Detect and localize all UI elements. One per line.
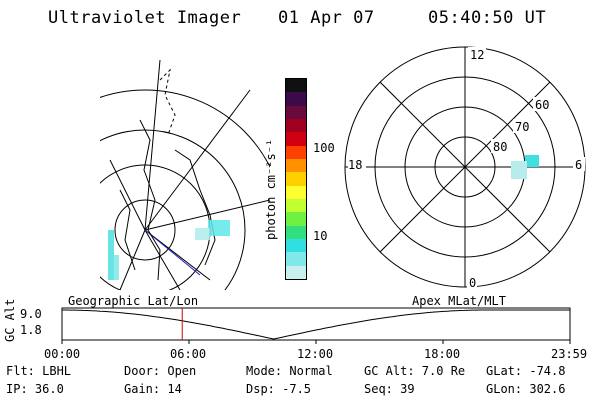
map-meridian xyxy=(109,159,146,231)
colorbar-segment xyxy=(286,212,306,226)
coastline xyxy=(139,119,161,281)
colorbar-segment xyxy=(286,79,306,93)
map-meridian xyxy=(144,229,181,290)
colorbar-segment xyxy=(286,118,306,133)
timeline-plot xyxy=(61,307,571,344)
map-lat-circle xyxy=(100,89,270,169)
colorbar-segment xyxy=(286,105,306,119)
colorbar-segment xyxy=(286,172,306,186)
info-door: Door: Open xyxy=(124,364,197,378)
coastline xyxy=(119,189,136,271)
coastline xyxy=(174,149,216,266)
colorbar-segment xyxy=(286,238,306,253)
colorbar-segment xyxy=(286,132,306,146)
polar-diagonal xyxy=(379,81,551,253)
colorbar-segment xyxy=(286,198,306,213)
timeline-ytick-bottom: 1.8 xyxy=(20,323,42,337)
colorbar-segment xyxy=(286,92,306,106)
info-glon: GLon: 302.6 xyxy=(486,382,566,396)
polar-label-0: 0 xyxy=(469,276,476,289)
map-meridian xyxy=(144,199,270,231)
map-meridian xyxy=(144,59,161,231)
colorbar-tick-100: 100 xyxy=(313,141,335,155)
colorbar-segment xyxy=(286,252,306,266)
instrument-title: Ultraviolet Imager xyxy=(48,8,242,28)
polar-aurora-emission xyxy=(525,155,539,167)
polar-lat-70: 70 xyxy=(515,120,529,134)
map-track-line xyxy=(144,229,201,276)
info-glat: GLat: -74.8 xyxy=(486,364,566,378)
polar-lat-80: 80 xyxy=(493,140,507,154)
colorbar-segment xyxy=(286,145,306,159)
polar-label-12: 12 xyxy=(470,48,484,62)
colorbar-segment xyxy=(286,225,306,239)
timeline-xtick-0: 00:00 xyxy=(44,347,81,361)
colorbar-segment xyxy=(286,265,306,279)
polar-plot: 12 18 6 0 60 70 80 xyxy=(344,46,586,289)
colorbar xyxy=(285,78,307,280)
polar-lat-60: 60 xyxy=(535,98,549,112)
polar-label-18: 18 xyxy=(348,158,362,172)
colorbar-segment xyxy=(286,158,306,173)
timeline-xtick-2: 12:00 xyxy=(297,347,334,361)
info-gain: Gain: 14 xyxy=(124,382,182,396)
map-meridian xyxy=(119,229,146,290)
info-dsp: Dsp: -7.5 xyxy=(246,382,312,396)
polar-label-6: 6 xyxy=(575,158,582,172)
colorbar-unit-label: photon cm⁻²s⁻¹ xyxy=(264,138,278,240)
info-filter: Flt: LBHL xyxy=(6,364,72,378)
timeline-xtick-1: 06:00 xyxy=(170,347,207,361)
timeline-xtick-3: 18:00 xyxy=(424,347,461,361)
map-lat-circle xyxy=(100,129,246,290)
timeline-xtick-4: 23:59 xyxy=(551,347,588,361)
altitude-curve xyxy=(62,309,570,340)
info-ip: IP: 36.0 xyxy=(6,382,64,396)
info-seq: Seq: 39 xyxy=(364,382,415,396)
timeline-frame xyxy=(61,307,571,341)
timeline-right-label: Apex MLat/MLT xyxy=(412,294,506,308)
polar-aurora-emission xyxy=(511,161,527,179)
aurora-emission xyxy=(108,220,230,280)
map-lat-circle xyxy=(114,199,176,261)
coastline-dashed xyxy=(159,68,176,136)
map-meridian xyxy=(144,89,251,231)
timeline-left-label: Geographic Lat/Lon xyxy=(68,294,199,308)
geographic-map xyxy=(100,59,270,290)
date-label: 01 Apr 07 xyxy=(278,8,375,28)
colorbar-tick-10: 10 xyxy=(313,229,328,243)
info-mode: Mode: Normal xyxy=(246,364,333,378)
timeline-ytick-top: 9.0 xyxy=(20,307,42,321)
colorbar-segment xyxy=(286,185,306,199)
time-label: 05:40:50 UT xyxy=(428,8,547,28)
info-gc-alt: GC Alt: 7.0 Re xyxy=(364,364,466,378)
timeline-yaxis-label: GC Alt xyxy=(3,298,17,342)
